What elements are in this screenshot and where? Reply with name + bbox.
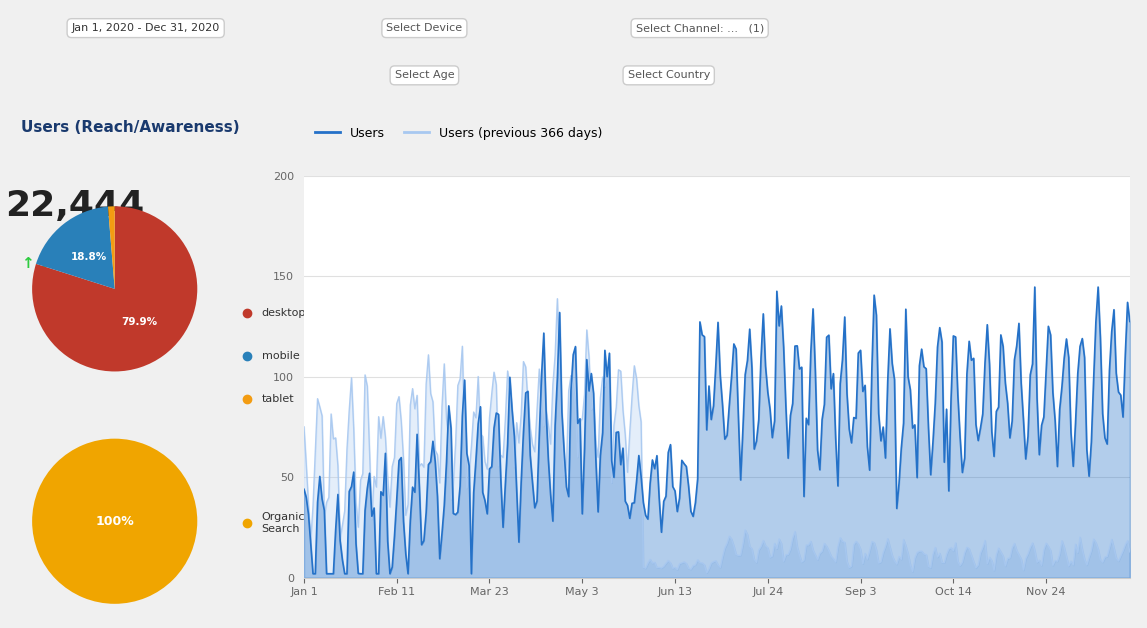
Text: Select Device: Select Device [387, 23, 462, 33]
Wedge shape [32, 206, 197, 372]
Text: 79.9%: 79.9% [122, 317, 157, 327]
Text: Select Age: Select Age [395, 70, 454, 80]
Text: 100%: 100% [95, 515, 134, 528]
Text: Jan 1, 2020 - Dec 31, 2020: Jan 1, 2020 - Dec 31, 2020 [71, 23, 220, 33]
Legend: Users, Users (previous 366 days): Users, Users (previous 366 days) [310, 122, 607, 145]
Text: Select Channel: ...   (1): Select Channel: ... (1) [635, 23, 764, 33]
Text: mobile: mobile [262, 351, 299, 361]
Text: desktop: desktop [262, 308, 306, 318]
Wedge shape [32, 438, 197, 604]
Text: Organic
Search: Organic Search [262, 512, 305, 534]
Wedge shape [36, 207, 115, 289]
Text: ↑ 7.3%: ↑ 7.3% [22, 256, 81, 271]
Text: Select Country: Select Country [627, 70, 710, 80]
Text: tablet: tablet [262, 394, 294, 404]
Text: 22,444: 22,444 [5, 189, 145, 223]
Text: 18.8%: 18.8% [71, 252, 107, 262]
Text: Users (Reach/Awareness): Users (Reach/Awareness) [21, 120, 240, 134]
Wedge shape [108, 206, 115, 289]
